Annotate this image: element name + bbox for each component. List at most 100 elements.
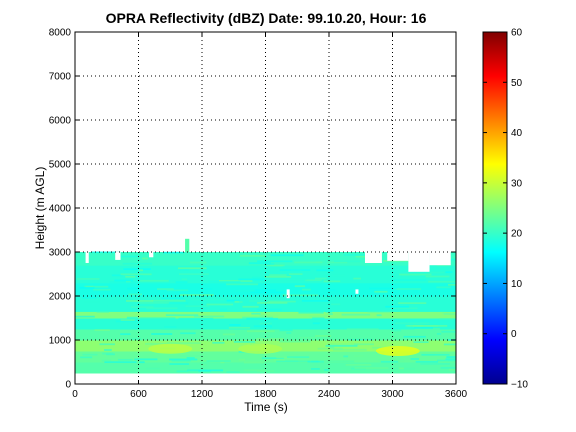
echo-streak bbox=[341, 313, 371, 316]
echo-streak bbox=[320, 360, 355, 363]
echo-streak bbox=[208, 280, 241, 283]
echo-streak bbox=[273, 358, 286, 361]
echo-streak bbox=[234, 289, 257, 292]
x-tick-label: 0 bbox=[72, 389, 78, 400]
x-tick-label: 3600 bbox=[445, 389, 468, 400]
echo-streak bbox=[200, 363, 207, 366]
echo-streak bbox=[452, 256, 456, 258]
colorbar-tick-label: 40 bbox=[511, 128, 523, 139]
echo-streak bbox=[326, 289, 336, 292]
echo-streak bbox=[161, 328, 196, 330]
echo-streak bbox=[206, 303, 234, 306]
y-tick-label: 2000 bbox=[49, 292, 72, 303]
echo-streak bbox=[393, 288, 422, 290]
echo-streak bbox=[189, 261, 207, 264]
x-tick-label: 1200 bbox=[191, 389, 214, 400]
echo-streak bbox=[286, 332, 292, 334]
echo-streak bbox=[420, 362, 450, 365]
echo-streak bbox=[329, 346, 335, 349]
x-axis-ticks: 0 600 1200 1800 2400 3000 3600 bbox=[72, 32, 468, 400]
echo-streak bbox=[256, 308, 282, 311]
echo-streak bbox=[238, 278, 265, 281]
echo-streak bbox=[354, 355, 364, 357]
echo-streak bbox=[438, 318, 454, 320]
echo-streak bbox=[242, 253, 250, 256]
echo-streak bbox=[421, 353, 450, 356]
echo-streak bbox=[413, 341, 429, 344]
echo-streak bbox=[445, 271, 453, 274]
echo-streak bbox=[246, 317, 279, 320]
echo-streak bbox=[325, 310, 333, 313]
echo-band-3 bbox=[75, 329, 456, 341]
echo-streak bbox=[166, 289, 189, 292]
echo-streak bbox=[234, 300, 240, 303]
echo-streak bbox=[301, 288, 311, 291]
echo-streak bbox=[123, 268, 151, 271]
colorbar-tick-label: 50 bbox=[511, 78, 523, 89]
echo-streak bbox=[399, 273, 432, 276]
echo-streak bbox=[343, 254, 375, 256]
echo-streak bbox=[343, 355, 349, 358]
echo-streak bbox=[279, 329, 293, 332]
colorbar-tick-label: −10 bbox=[511, 380, 528, 391]
echo-streak bbox=[398, 367, 404, 370]
x-tick-label: 3000 bbox=[381, 389, 404, 400]
echo-cell-2 bbox=[375, 346, 420, 356]
echo-streak bbox=[165, 314, 199, 317]
echo-streak bbox=[139, 361, 145, 364]
echo-streak bbox=[228, 326, 251, 329]
y-tick-label: 1000 bbox=[49, 336, 72, 347]
echo-streak bbox=[178, 267, 207, 270]
echo-streak bbox=[412, 290, 419, 293]
echo-streak bbox=[323, 280, 341, 283]
echo-streak bbox=[80, 356, 93, 359]
echo-streak bbox=[166, 342, 201, 344]
echo-streak bbox=[447, 283, 456, 286]
echo-streak bbox=[79, 286, 95, 289]
echo-streak bbox=[167, 302, 189, 305]
echo-streak bbox=[322, 252, 334, 254]
echo-streak bbox=[99, 343, 115, 346]
echo-streak bbox=[309, 315, 328, 318]
echo-streak bbox=[101, 359, 112, 362]
echo-streak bbox=[233, 341, 256, 343]
echo-streak bbox=[325, 345, 358, 347]
echo-gap-1 bbox=[115, 251, 121, 260]
echo-streak bbox=[354, 343, 374, 346]
echo-streak bbox=[376, 314, 382, 317]
echo-band-0 bbox=[75, 362, 456, 374]
echo-streak bbox=[94, 329, 110, 332]
echo-streak bbox=[121, 255, 140, 258]
echo-streak bbox=[181, 278, 188, 281]
echo-streak bbox=[436, 286, 452, 289]
echo-streak bbox=[391, 329, 402, 332]
echo-streak bbox=[428, 280, 456, 283]
x-tick-label: 600 bbox=[130, 389, 147, 400]
echo-streak bbox=[440, 366, 456, 369]
echo-notch-1 bbox=[355, 289, 359, 294]
echo-streak bbox=[343, 359, 365, 362]
echo-streak bbox=[212, 341, 225, 344]
echo-streak bbox=[261, 314, 279, 317]
echo-streak bbox=[269, 274, 287, 277]
echo-streak bbox=[243, 369, 266, 371]
echo-cell-1 bbox=[238, 343, 283, 354]
echo-spike bbox=[185, 238, 190, 252]
echo-streak bbox=[187, 369, 224, 372]
echo-streak bbox=[331, 303, 341, 306]
echo-streak bbox=[142, 257, 148, 260]
echo-streak bbox=[219, 308, 227, 311]
echo-streak bbox=[134, 358, 158, 361]
echo-streak bbox=[82, 353, 98, 356]
echo-streak bbox=[270, 264, 283, 267]
echo-streak bbox=[286, 356, 310, 359]
echo-streak bbox=[395, 322, 430, 325]
echo-streak bbox=[128, 293, 143, 296]
echo-streak bbox=[257, 302, 288, 304]
echo-streak bbox=[146, 307, 178, 310]
echo-streak bbox=[443, 343, 456, 346]
echo-streak bbox=[120, 319, 135, 321]
echo-streak bbox=[130, 306, 154, 309]
echo-streak bbox=[445, 358, 456, 360]
echo-streak bbox=[403, 335, 426, 338]
